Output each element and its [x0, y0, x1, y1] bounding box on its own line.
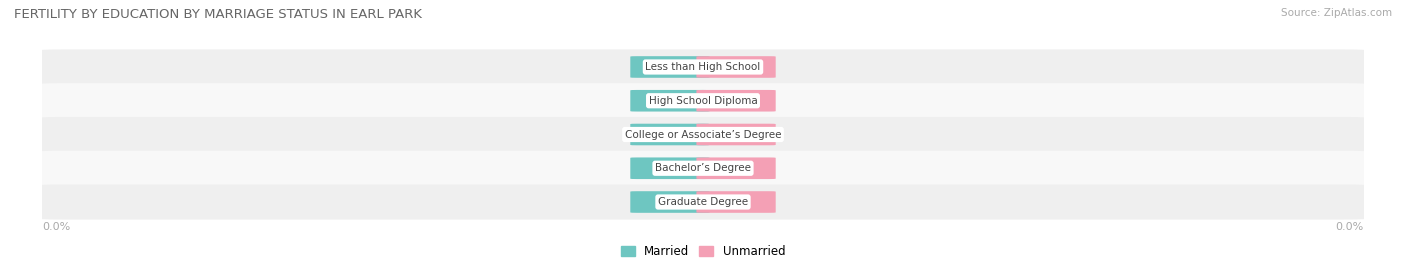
Text: 0.0%: 0.0% [657, 163, 683, 173]
Text: Graduate Degree: Graduate Degree [658, 197, 748, 207]
FancyBboxPatch shape [35, 151, 1371, 186]
FancyBboxPatch shape [630, 157, 710, 179]
FancyBboxPatch shape [630, 191, 710, 213]
Text: 0.0%: 0.0% [723, 163, 749, 173]
FancyBboxPatch shape [35, 83, 1371, 118]
Text: Source: ZipAtlas.com: Source: ZipAtlas.com [1281, 8, 1392, 18]
Text: 0.0%: 0.0% [723, 96, 749, 106]
FancyBboxPatch shape [696, 157, 776, 179]
Text: 0.0%: 0.0% [1336, 222, 1364, 232]
FancyBboxPatch shape [630, 124, 710, 145]
Legend: Married, Unmarried: Married, Unmarried [616, 240, 790, 263]
Text: 0.0%: 0.0% [657, 96, 683, 106]
Text: FERTILITY BY EDUCATION BY MARRIAGE STATUS IN EARL PARK: FERTILITY BY EDUCATION BY MARRIAGE STATU… [14, 8, 422, 21]
FancyBboxPatch shape [696, 191, 776, 213]
Text: 0.0%: 0.0% [657, 129, 683, 140]
Text: High School Diploma: High School Diploma [648, 96, 758, 106]
Text: 0.0%: 0.0% [723, 62, 749, 72]
FancyBboxPatch shape [35, 185, 1371, 220]
FancyBboxPatch shape [630, 56, 710, 78]
Text: College or Associate’s Degree: College or Associate’s Degree [624, 129, 782, 140]
FancyBboxPatch shape [696, 56, 776, 78]
Text: 0.0%: 0.0% [723, 129, 749, 140]
Text: Bachelor’s Degree: Bachelor’s Degree [655, 163, 751, 173]
Text: Less than High School: Less than High School [645, 62, 761, 72]
Text: 0.0%: 0.0% [657, 62, 683, 72]
FancyBboxPatch shape [35, 117, 1371, 152]
FancyBboxPatch shape [35, 49, 1371, 84]
FancyBboxPatch shape [696, 124, 776, 145]
FancyBboxPatch shape [696, 90, 776, 112]
Text: 0.0%: 0.0% [723, 197, 749, 207]
FancyBboxPatch shape [630, 90, 710, 112]
Text: 0.0%: 0.0% [657, 197, 683, 207]
Text: 0.0%: 0.0% [42, 222, 70, 232]
